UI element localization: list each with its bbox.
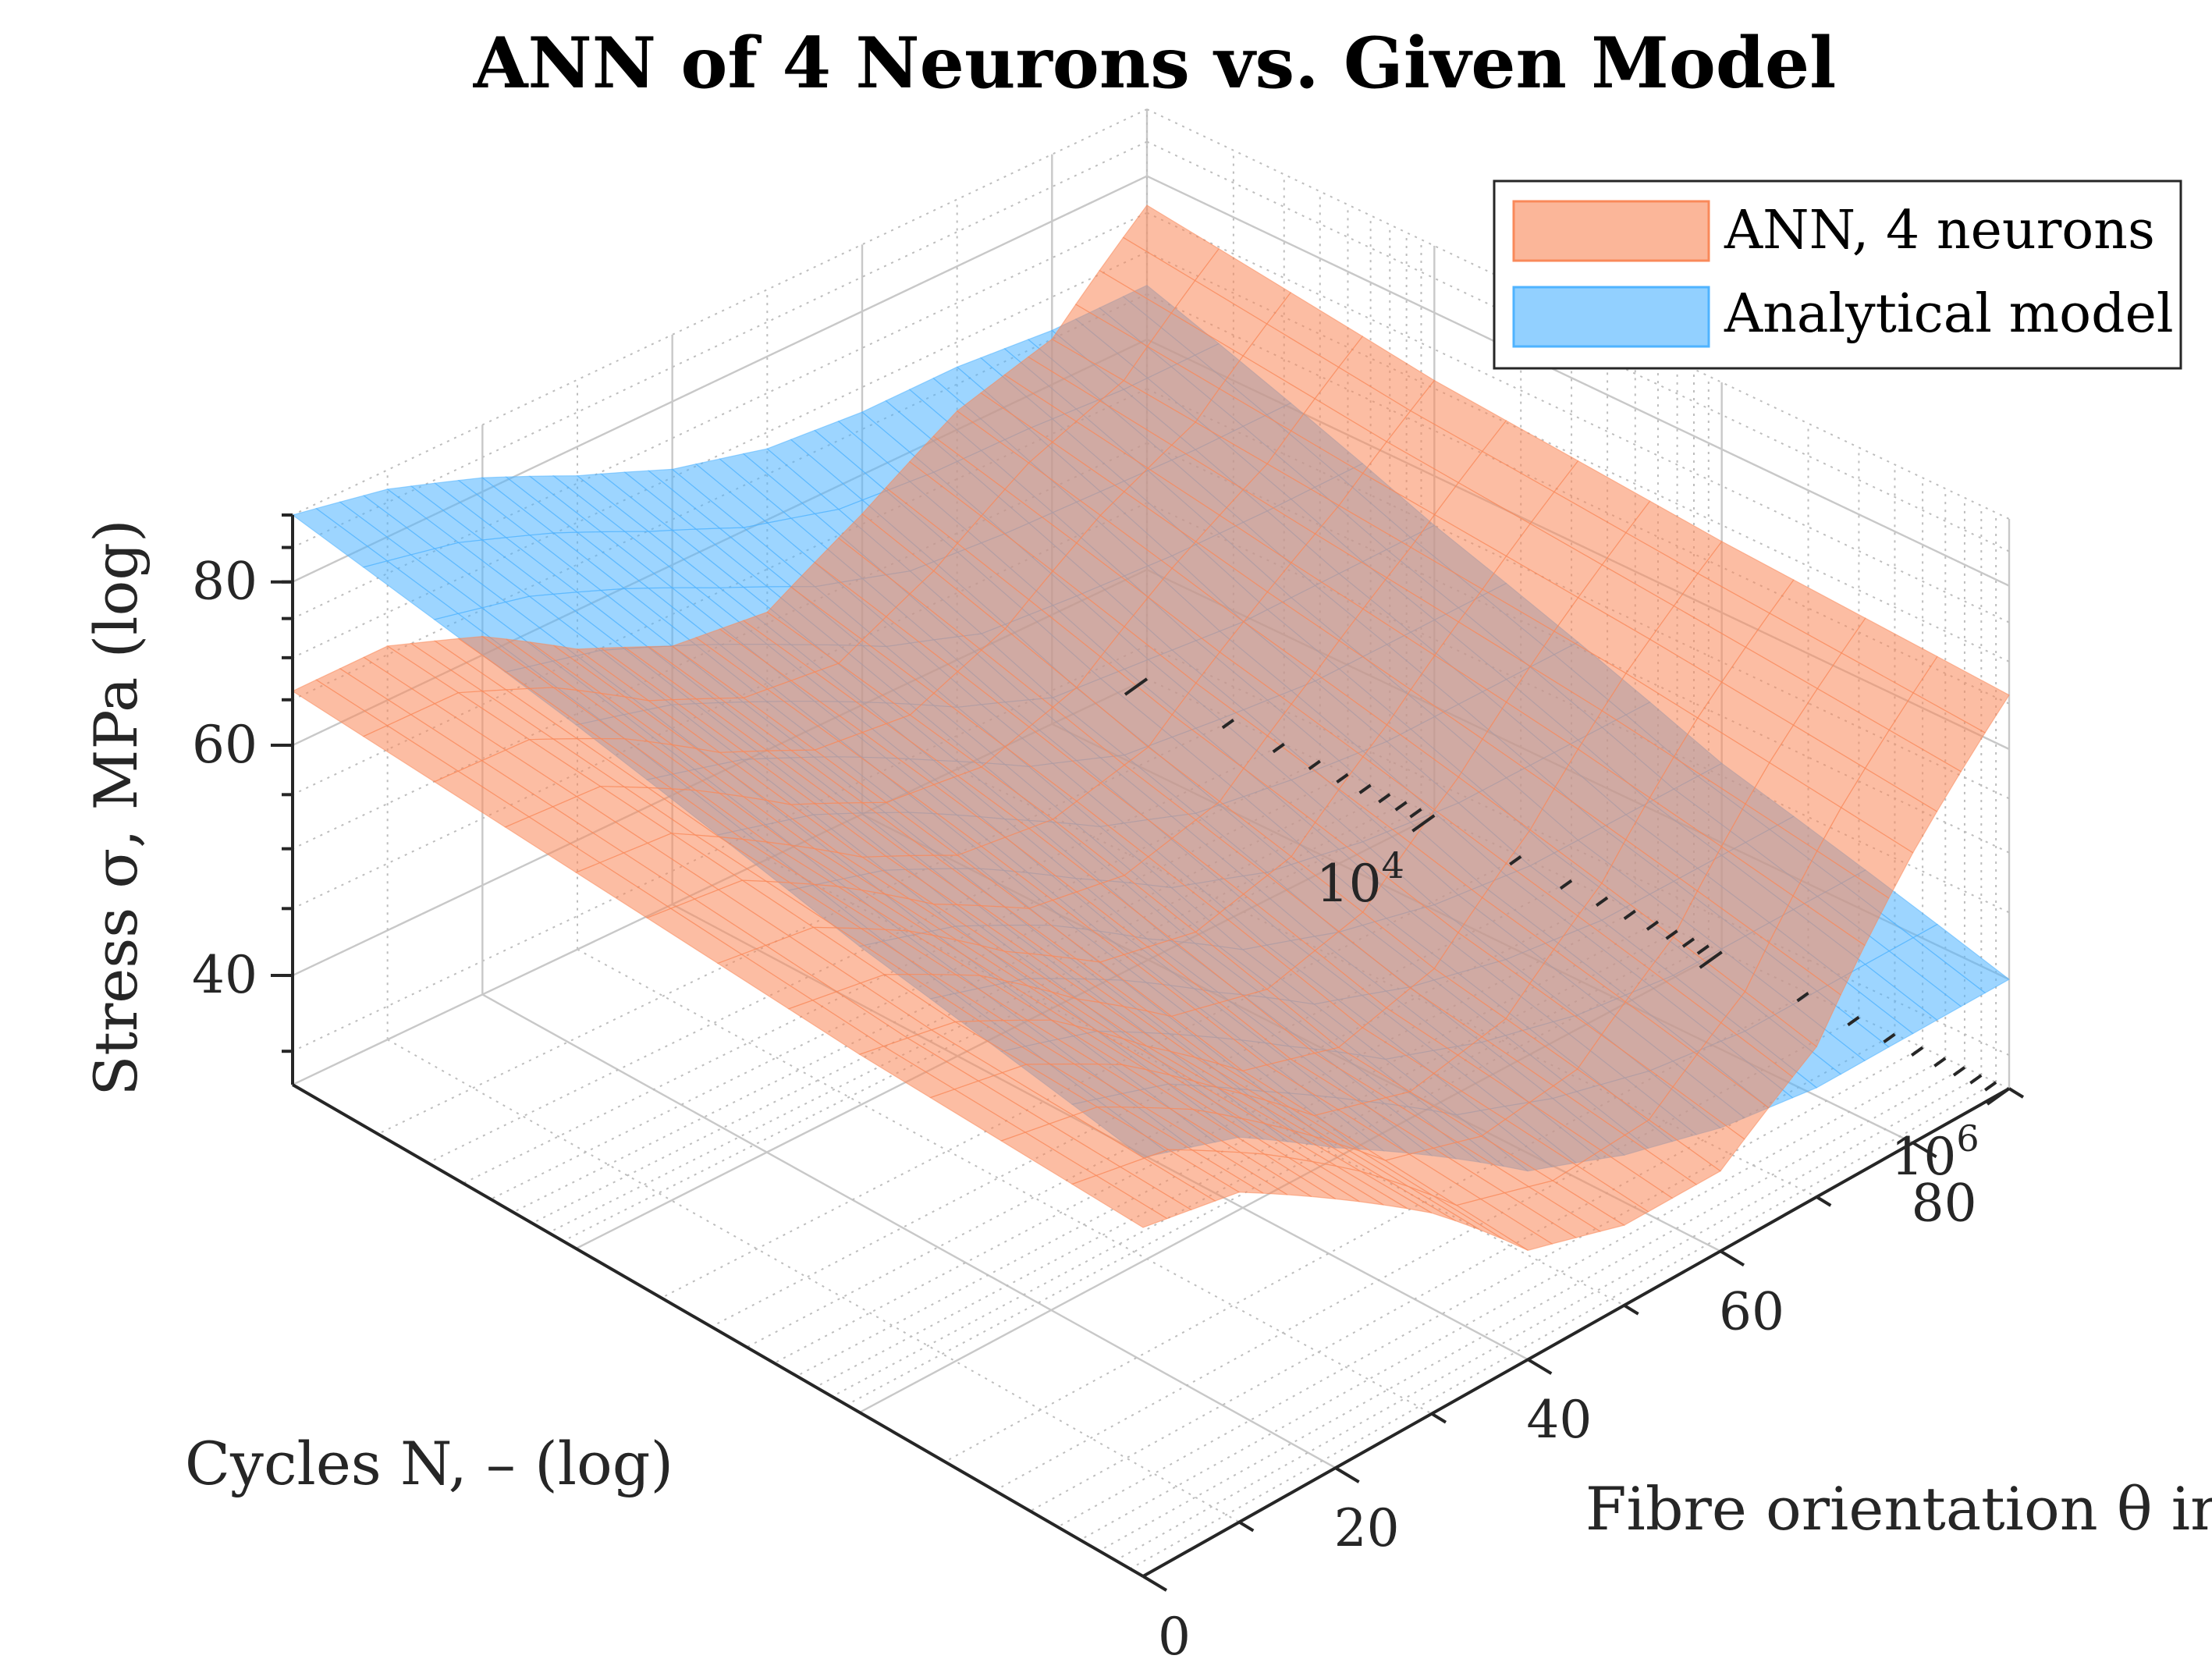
x-tick-mark [1334, 1466, 1360, 1483]
grid-line [490, 773, 1348, 1200]
axes-lines [271, 513, 2025, 1592]
legend: ANN, 4 neurons Analytical model [1493, 179, 2182, 370]
grid-line [1079, 1057, 1946, 1541]
y-axis-label: Cycles N, – (log) [185, 1429, 673, 1498]
grid-line [292, 108, 1148, 516]
grid-line [1146, 250, 2010, 663]
z-axis-label: Stress σ, MPa (log) [81, 519, 151, 1096]
grid-line [661, 855, 1521, 1299]
y-axis-line [291, 1083, 1145, 1578]
y-tick-mark [1986, 1087, 2011, 1106]
y-tick-label: 104 [1316, 844, 1404, 914]
surface-patch [1912, 923, 2011, 994]
x-minor-tick [2008, 1087, 2025, 1099]
y-minor-tick [1272, 742, 1285, 754]
x-tick-mark [1912, 1141, 1937, 1159]
grid-line [1099, 1067, 1965, 1552]
y-minor-tick [1646, 920, 1660, 931]
legend-swatch-analytical [1512, 286, 1710, 348]
grid-line [796, 921, 1659, 1377]
z-tick-label: 40 [192, 945, 257, 1005]
grid-line [1115, 1075, 1982, 1561]
y-minor-tick [1221, 719, 1235, 730]
y-tick-label: 106 [1891, 1117, 1979, 1187]
y-minor-tick [1623, 909, 1636, 920]
y-minor-tick [1847, 1015, 1860, 1027]
surface-layer [291, 204, 2011, 1251]
x-tick-label: 40 [1526, 1390, 1592, 1450]
grid-line [766, 858, 1625, 1306]
x-axis-label: Fibre orientation θ in ° [1585, 1474, 2212, 1544]
grid-line [831, 938, 1695, 1398]
legend-label-ann: ANN, 4 neurons [1724, 200, 2155, 261]
x-minor-tick [1430, 1412, 1447, 1424]
tick-labels: 0 20 40 60 80 104 106 40 60 80 [192, 552, 1979, 1659]
y-minor-tick [1595, 896, 1609, 907]
chart-title: ANN of 4 Neurons vs. Given Model [473, 22, 1837, 105]
y-minor-tick [1665, 929, 1678, 940]
y-minor-tick [1696, 944, 1710, 955]
y-minor-tick [1969, 1074, 1983, 1085]
grid-line [1146, 175, 2010, 587]
grid-line [1057, 1046, 1923, 1528]
x-minor-tick [1623, 1304, 1639, 1316]
y-minor-tick [1952, 1066, 1966, 1077]
y-tick-mark [1699, 950, 1723, 969]
y-minor-tick [1796, 992, 1809, 1003]
x-tick-mark [1142, 1575, 1168, 1592]
x-minor-tick [1816, 1195, 1832, 1207]
z-tick-label: 60 [192, 715, 257, 775]
y-minor-tick [1509, 855, 1522, 866]
y-tick-mark [1411, 814, 1436, 833]
y-minor-tick [1933, 1057, 1947, 1068]
x-minor-tick [1238, 1520, 1255, 1533]
grid-line [292, 140, 1148, 549]
grid-line [1129, 1082, 1997, 1570]
x-tick-label: 20 [1334, 1498, 1400, 1558]
x-axis-line [1142, 1087, 2010, 1578]
y-minor-tick [1308, 759, 1321, 770]
y-minor-tick [1883, 1032, 1896, 1043]
legend-swatch-ann [1512, 200, 1710, 262]
y-tick-mark [1124, 677, 1149, 696]
x-tick-label: 60 [1719, 1281, 1784, 1341]
x-tick-label: 80 [1912, 1173, 1977, 1233]
y-minor-tick [1358, 783, 1372, 794]
y-minor-tick [1681, 937, 1695, 948]
x-tick-mark [1719, 1249, 1745, 1267]
legend-label-analytical: Analytical model [1724, 283, 2174, 345]
y-minor-tick [1910, 1046, 1924, 1057]
grid-line [815, 930, 1678, 1388]
grid-line [1146, 211, 2010, 623]
y-minor-tick [1559, 879, 1573, 890]
y-minor-tick [1409, 808, 1422, 819]
x-tick-mark [1527, 1358, 1553, 1375]
grid-line [481, 993, 1337, 1469]
surface-ann [291, 204, 2010, 1251]
y-minor-tick [1983, 1081, 1997, 1092]
y-minor-tick [1378, 793, 1391, 804]
y-minor-tick [1394, 801, 1408, 812]
z-tick-label: 80 [192, 552, 257, 612]
x-tick-label: 0 [1158, 1607, 1191, 1659]
y-minor-tick [1336, 773, 1349, 783]
surface-patch [1912, 655, 2010, 734]
